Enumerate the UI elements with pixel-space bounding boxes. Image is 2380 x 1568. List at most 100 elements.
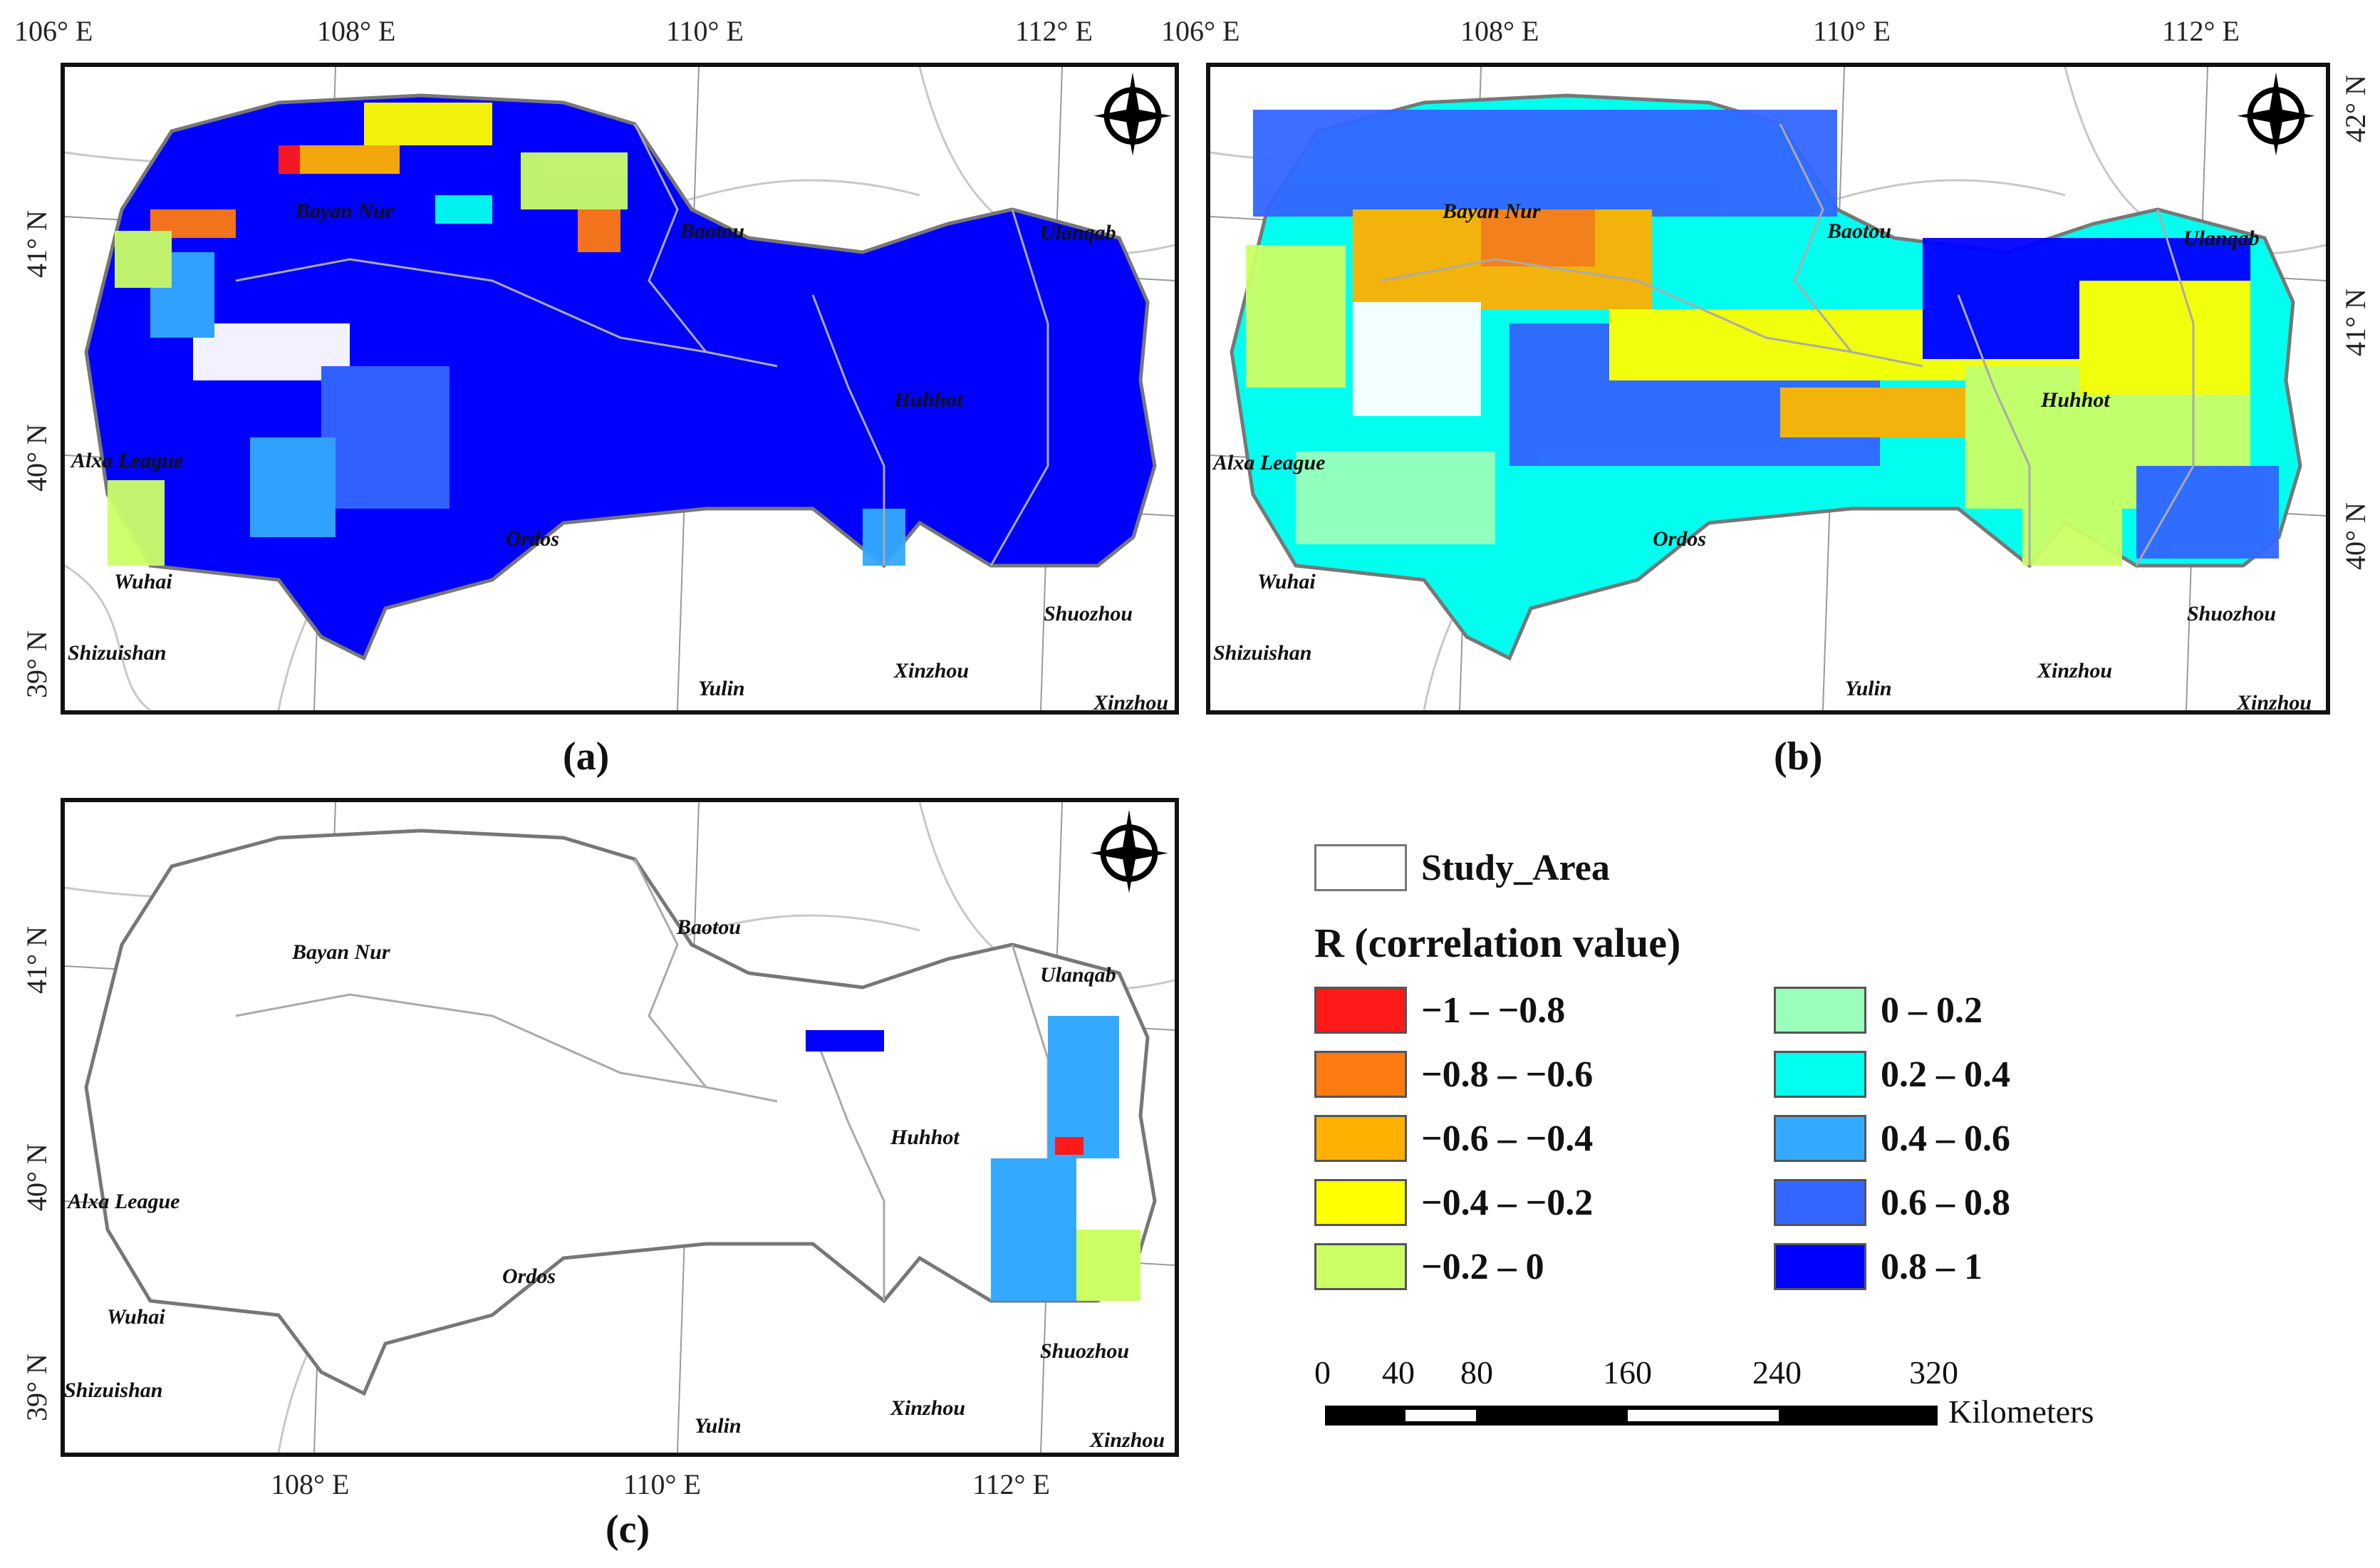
mixed-cells: [108, 103, 905, 566]
mixed-cells: [1246, 110, 2279, 566]
legend-class-label: 0 – 0.2: [1881, 990, 1983, 1031]
legend-swatch: [1774, 1179, 1866, 1226]
b-city-bayan-nur: Bayan Nur: [1443, 199, 1541, 223]
scale-unit: Kilometers: [1948, 1393, 2094, 1430]
a-left-tick-2: 40° N: [21, 424, 53, 492]
b-city-xinzhou-2: Xinzhou: [2237, 691, 2312, 715]
a-city-huhhot: Huhhot: [894, 388, 963, 412]
b-city-yulin: Yulin: [1845, 677, 1892, 700]
c-bottom-tick-1: 108° E: [271, 1468, 350, 1500]
c-left-tick-2: 40° N: [21, 1143, 53, 1211]
scale-tick-80: 80: [1460, 1354, 1493, 1391]
a-top-tick-1: 106° E: [14, 15, 93, 47]
legend-class-8: 0.4 – 0.6: [1774, 1115, 2010, 1162]
legend-class-label: 0.8 – 1: [1881, 1246, 1983, 1287]
north-arrow-icon: [1090, 809, 1168, 893]
scale-bar-graphic: [1325, 1406, 1938, 1426]
study-area-label: Study_Area: [1421, 847, 1610, 888]
a-city-ordos: Ordos: [506, 527, 560, 551]
b-top-tick-2: 108° E: [1460, 15, 1539, 47]
a-city-bayan-nur: Bayan Nur: [296, 199, 394, 223]
legend-swatch: [1314, 1051, 1407, 1098]
b-right-tick-1: 42° N: [2339, 75, 2371, 142]
legend-class-7: 0.2 – 0.4: [1774, 1051, 2010, 1098]
panel-label-c: (c): [606, 1507, 650, 1552]
b-city-shizuishan: Shizuishan: [1213, 641, 1312, 665]
significant-cells: [806, 1016, 1140, 1301]
legend-class-label: 0.6 – 0.8: [1881, 1182, 2010, 1223]
study-area-outline: [84, 829, 1157, 1396]
c-bottom-tick-3: 112° E: [972, 1468, 1050, 1500]
c-bottom-tick-2: 110° E: [623, 1468, 701, 1500]
panel-label-b: (b): [1774, 734, 1823, 779]
legend-swatch: [1314, 987, 1407, 1034]
north-arrow-icon: [1093, 72, 1172, 156]
a-left-tick-1: 41° N: [21, 210, 53, 278]
b-right-tick-3: 40° N: [2339, 502, 2371, 570]
legend-swatch: [1314, 1179, 1407, 1226]
a-top-tick-2: 108° E: [317, 15, 396, 47]
b-city-shuozhou: Shuozhou: [2187, 602, 2277, 625]
c-left-tick-3: 39° N: [21, 1354, 53, 1421]
c-city-ordos: Ordos: [502, 1265, 556, 1288]
a-city-xinzhou: Xinzhou: [894, 659, 970, 682]
a-left-tick-3: 39° N: [21, 630, 53, 698]
legend-class-2: −0.8 – −0.6: [1314, 1051, 1593, 1098]
legend-class-label: −0.2 – 0: [1421, 1246, 1544, 1287]
map-a-canvas: [65, 67, 1175, 710]
c-city-huhhot: Huhhot: [890, 1126, 960, 1149]
legend-class-label: −0.6 – −0.4: [1421, 1118, 1594, 1159]
legend-class-9: 0.6 – 0.8: [1774, 1179, 2010, 1226]
a-city-xinzhou-2: Xinzhou: [1093, 691, 1169, 715]
b-city-ordos: Ordos: [1653, 527, 1707, 551]
legend-class-10: 0.8 – 1: [1774, 1243, 1983, 1290]
a-city-alxa-league: Alxa League: [71, 449, 184, 472]
scale-tick-0: 0: [1314, 1354, 1331, 1391]
a-city-shizuishan: Shizuishan: [68, 641, 167, 665]
b-city-baotou: Baotou: [1827, 219, 1892, 243]
legend: Study_Area R (correlation value) −1 – −0…: [1314, 844, 2240, 1371]
legend-class-label: 0.2 – 0.4: [1881, 1054, 2010, 1095]
b-city-ulanqab: Ulanqab: [2183, 227, 2260, 250]
b-city-alxa-league: Alxa League: [1213, 451, 1326, 474]
a-top-tick-4: 112° E: [1015, 15, 1093, 47]
legend-class-5: −0.2 – 0: [1314, 1243, 1544, 1290]
b-city-huhhot: Huhhot: [2041, 388, 2110, 412]
scale-tick-160: 160: [1603, 1354, 1652, 1391]
a-city-ulanqab: Ulanqab: [1040, 221, 1116, 244]
map-panel-a: [61, 63, 1179, 715]
a-city-yulin: Yulin: [698, 677, 745, 700]
map-b-canvas: [1210, 67, 2326, 710]
legend-swatch: [1314, 1243, 1407, 1290]
c-city-baotou: Baotou: [677, 915, 742, 939]
legend-swatch: [1314, 1115, 1407, 1162]
legend-class-6: 0 – 0.2: [1774, 987, 1983, 1034]
district-borders: [1381, 123, 2195, 566]
b-top-tick-1: 106° E: [1161, 15, 1240, 47]
map-panel-b: [1206, 63, 2330, 715]
c-left-tick-1: 41° N: [21, 926, 53, 994]
legend-swatch: [1774, 1115, 1866, 1162]
b-top-tick-3: 110° E: [1813, 15, 1891, 47]
legend-class-4: −0.4 – −0.2: [1314, 1179, 1593, 1226]
map-panel-c: [61, 798, 1179, 1457]
legend-class-label: −0.8 – −0.6: [1421, 1054, 1594, 1095]
legend-swatch: [1774, 1051, 1866, 1098]
scale-bar: 0 40 80 160 240 320 Kilometers: [1314, 1354, 2169, 1439]
c-city-alxa-league: Alxa League: [68, 1190, 180, 1213]
c-city-shizuishan: Shizuishan: [64, 1379, 163, 1402]
panel-label-a: (a): [563, 734, 610, 779]
legend-title: R (correlation value): [1314, 920, 1681, 966]
c-city-bayan-nur: Bayan Nur: [292, 940, 390, 964]
b-right-tick-2: 41° N: [2339, 289, 2371, 356]
legend-class-label: −1 – −0.8: [1421, 990, 1566, 1031]
b-city-xinzhou: Xinzhou: [2037, 659, 2113, 682]
c-city-xinzhou: Xinzhou: [890, 1396, 966, 1420]
a-city-baotou: Baotou: [680, 219, 745, 243]
legend-swatch: [1774, 987, 1866, 1034]
c-city-wuhai: Wuhai: [107, 1305, 165, 1329]
district-borders: [235, 123, 1049, 566]
legend-class-label: −0.4 – −0.2: [1421, 1182, 1594, 1223]
legend-study-area: Study_Area: [1314, 844, 1610, 891]
legend-class-3: −0.6 – −0.4: [1314, 1115, 1593, 1162]
